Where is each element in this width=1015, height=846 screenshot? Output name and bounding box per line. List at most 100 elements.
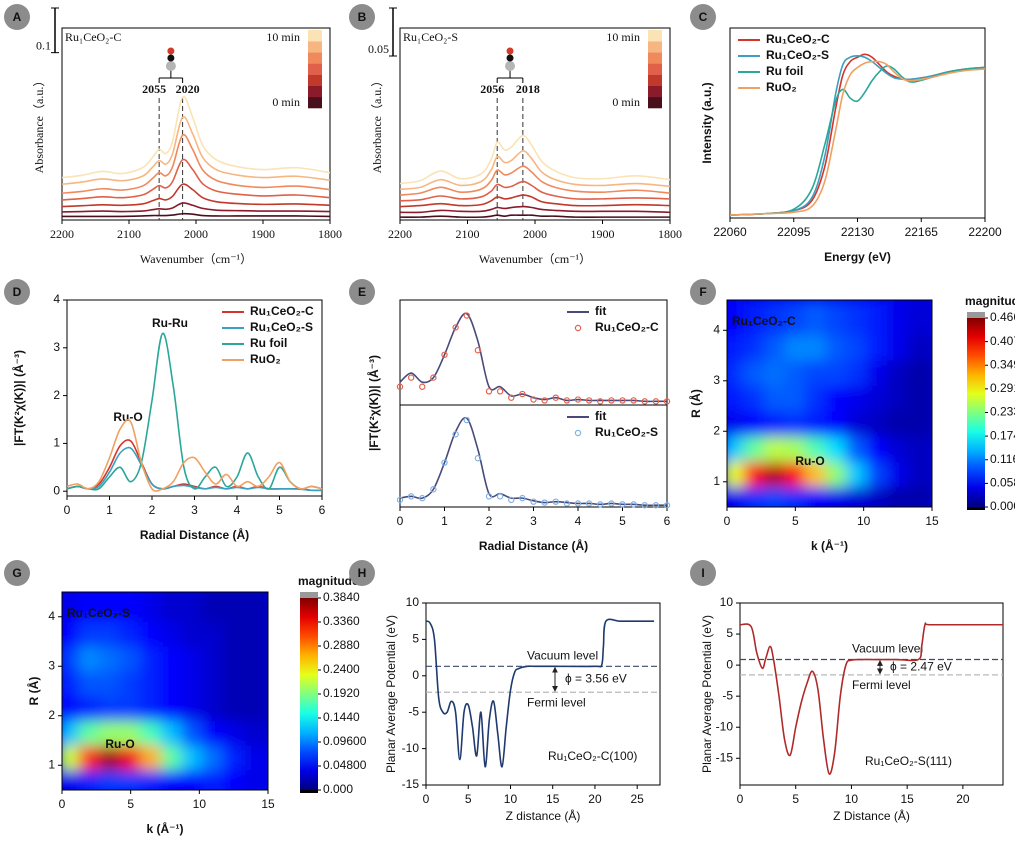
data-point [641, 398, 648, 405]
panel-letter: B [358, 10, 367, 24]
y-tick-label: -5 [722, 688, 733, 702]
colorbar-tick-label: 0.000 [990, 499, 1015, 513]
data-line [399, 416, 667, 507]
annotation: Ru-Ru [152, 316, 188, 330]
x-axis-label: Energy (eV) [824, 250, 891, 264]
data-line [739, 622, 1003, 775]
panel-badge [4, 279, 30, 305]
x-tick-label: 5 [792, 792, 799, 806]
data-point [563, 500, 571, 507]
x-tick-label: 1900 [591, 227, 615, 241]
colorbar-swatch [308, 96, 322, 109]
x-tick-label: 20 [588, 792, 602, 806]
data-point [630, 501, 637, 508]
panel-letter: G [12, 566, 21, 580]
legend-label: Ru₁CeO₂-C [766, 32, 830, 46]
contour-area [62, 592, 268, 790]
colorbar-swatch [648, 63, 662, 75]
contour-cell [243, 592, 268, 622]
data-point [608, 397, 615, 404]
data-point [619, 501, 626, 508]
x-tick-label: 10 [845, 792, 859, 806]
reference-label: Fermi level [852, 678, 911, 692]
x-tick-label: 2000 [523, 227, 547, 241]
x-tick-label: 4 [575, 514, 582, 528]
data-point [508, 394, 515, 401]
molecule-atom [167, 54, 175, 62]
data-point [630, 397, 637, 404]
data-line [399, 180, 671, 202]
data-point [619, 397, 626, 404]
data-point [441, 351, 448, 358]
colorbar-swatch [308, 30, 322, 42]
contour-area [727, 300, 932, 507]
plot-label: Ru₁CeO₂-S(111) [865, 754, 952, 768]
y-tick-label: 3 [713, 373, 720, 387]
data-line [399, 194, 671, 208]
legend-label: Ru foil [250, 336, 287, 350]
data-line [399, 214, 670, 219]
colorbar-label: 10 min [606, 30, 640, 44]
data-line [61, 158, 331, 201]
x-tick-label: 3 [530, 514, 537, 528]
colorbar-swatch [648, 74, 662, 87]
colorbar-top [300, 592, 318, 598]
x-axis-label: Z distance (Å) [506, 808, 581, 823]
x-tick-label: 10 [857, 514, 871, 528]
x-tick-label: 10 [504, 792, 518, 806]
x-axis-label: Wavenumber（cm⁻¹） [140, 252, 252, 266]
y-tick-label: 10 [406, 595, 420, 609]
legend-label: fit [595, 409, 606, 423]
x-tick-label: 1 [106, 503, 113, 517]
legend-label: Ru₁CeO₂-S [595, 425, 658, 439]
plot-label: Ru₁CeO₂-C [65, 30, 121, 44]
panel-badge [690, 279, 716, 305]
y-axis-label: Planar Average Potential (eV) [384, 615, 398, 773]
data-point [396, 496, 404, 504]
data-point [508, 496, 515, 504]
colorbar-tick-label: 0.4660 [990, 310, 1015, 324]
colorbar-swatch [308, 85, 322, 98]
y-axis-label: Absorbance（a.u.） [370, 75, 384, 174]
x-tick-label: 2000 [184, 227, 208, 241]
x-tick-label: 2100 [456, 227, 480, 241]
x-tick-label: 1800 [658, 227, 682, 241]
data-point [519, 494, 526, 502]
data-point [552, 394, 559, 401]
colorbar [967, 318, 985, 507]
colorbar [300, 598, 318, 790]
molecule-atom [505, 61, 516, 71]
peak-label: 2018 [516, 82, 540, 96]
x-axis-label: Wavenumber（cm⁻¹） [479, 252, 591, 266]
panel-letter: E [358, 285, 366, 299]
colorbar-tick-label: 0.2880 [323, 638, 360, 652]
x-tick-label: 22095 [777, 225, 811, 239]
data-point [663, 398, 671, 405]
y-tick-label: -10 [716, 719, 734, 733]
x-tick-label: 25 [631, 792, 645, 806]
y-tick-label: 2 [53, 388, 60, 402]
x-tick-label: 5 [619, 514, 626, 528]
x-tick-label: 2 [486, 514, 493, 528]
colorbar-tick-label: 0.1440 [323, 710, 360, 724]
colorbar-tick-label: 0.3360 [323, 614, 360, 628]
colorbar-bottom [967, 507, 985, 510]
data-point [541, 499, 548, 506]
y-tick-label: -15 [402, 777, 420, 791]
data-point [485, 493, 493, 500]
annotation: Ru-O [795, 454, 824, 468]
y-tick-label: 10 [720, 595, 734, 609]
y-axis-label: Planar Average Potential (eV) [700, 615, 714, 773]
x-tick-label: 2200 [50, 227, 74, 241]
x-tick-label: 2200 [388, 227, 412, 241]
x-tick-label: 5 [465, 792, 472, 806]
y-tick-label: -15 [716, 750, 734, 764]
x-tick-label: 1900 [251, 227, 275, 241]
legend-label: Ru₁CeO₂-S [766, 48, 829, 62]
y-axis-label: |FT(K²χ(K))| (Å⁻³) [11, 350, 26, 446]
data-point [496, 493, 504, 500]
panel-letter: C [699, 10, 708, 24]
plot-frame [61, 591, 269, 791]
data-line [425, 618, 655, 768]
data-line [399, 312, 667, 403]
